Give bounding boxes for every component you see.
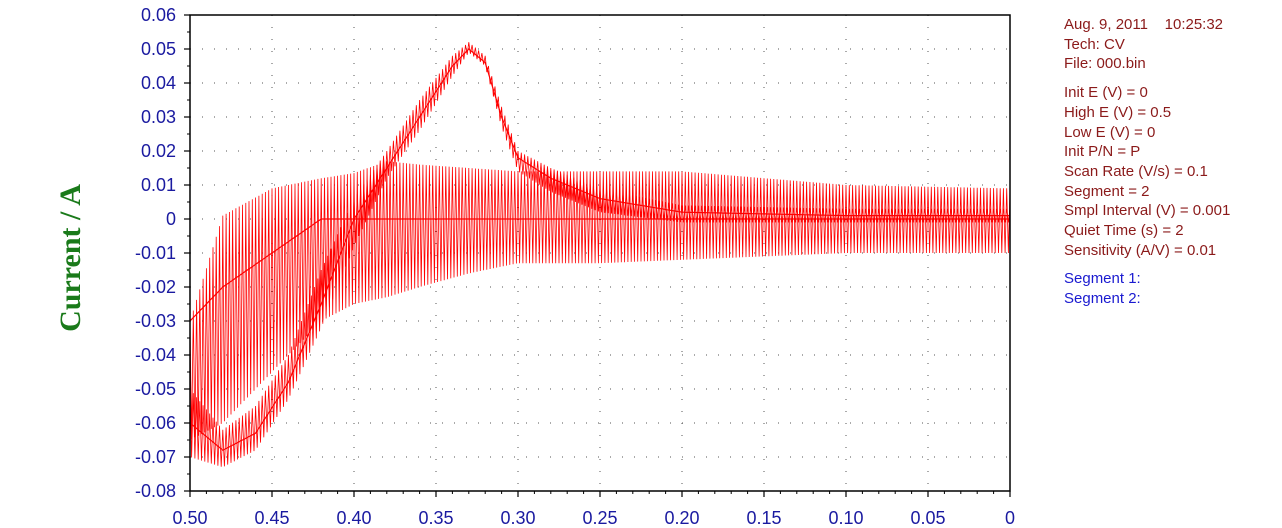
param-init-e: Init E (V) = 0	[1064, 84, 1148, 102]
axes	[184, 14, 1011, 497]
x-tick-label: 0.05	[910, 508, 945, 528]
datetime-row: Aug. 9, 2011 10:25:32	[1064, 15, 1230, 35]
file-text: File: 000.bin	[1064, 55, 1146, 73]
x-tick-labels: 0.50 0.45 0.40 0.35 0.30 0.25 0.20 0.15 0.10 0.05…	[172, 508, 1015, 528]
param-sensitivity: Sensitivity (A/V) = 0.01	[1064, 241, 1217, 259]
y-tick-label: 0.04	[141, 73, 176, 93]
series-1-oscillation	[189, 161, 1011, 440]
y-tick-label: 0.05	[141, 39, 176, 59]
data-traces	[189, 42, 1011, 467]
x-tick-label: 0.50	[172, 508, 207, 528]
x-tick-label: 0.15	[746, 508, 781, 528]
y-tick-label: -0.08	[135, 481, 176, 501]
y-tick-label: -0.07	[135, 447, 176, 467]
param-init-pn: Init P/N = P	[1064, 143, 1141, 161]
y-tick-label: -0.04	[135, 345, 176, 365]
y-tick-label: -0.05	[135, 379, 176, 399]
x-tick-label: 0	[1005, 508, 1015, 528]
y-tick-labels: 0.06 0.05 0.04 0.03 0.02 0.01 0 -0.01 -0.02 -0.03…	[135, 5, 176, 501]
segment-1-label: Segment 1:	[1064, 270, 1141, 288]
experiment-info-panel: Aug. 9, 2011 10:25:32 Tech: CV File: 000…	[1064, 15, 1230, 309]
y-tick-label: 0.06	[141, 5, 176, 25]
param-low-e: Low E (V) = 0	[1064, 123, 1156, 141]
x-tick-label: 0.10	[828, 508, 863, 528]
series-2-oscillation	[189, 42, 1011, 467]
x-tick-label: 0.20	[664, 508, 699, 528]
y-tick-label: -0.03	[135, 311, 176, 331]
y-tick-label: 0.01	[141, 175, 176, 195]
y-tick-label: 0	[166, 209, 176, 229]
y-tick-label: -0.06	[135, 413, 176, 433]
y-tick-label: -0.01	[135, 243, 176, 263]
segment-2-label: Segment 2:	[1064, 290, 1141, 308]
x-tick-label: 0.25	[582, 508, 617, 528]
time-text: 10:25:32	[1164, 16, 1224, 33]
y-axis-label: Current / A	[54, 184, 87, 332]
y-tick-label: 0.02	[141, 141, 176, 161]
x-tick-label: 0.30	[500, 508, 535, 528]
param-segment: Segment = 2	[1064, 182, 1150, 200]
tech-text: Tech: CV	[1064, 35, 1125, 53]
y-tick-label: -0.02	[135, 277, 176, 297]
y-tick-label: 0.03	[141, 107, 176, 127]
param-smpl-interval: Smpl Interval (V) = 0.001	[1064, 202, 1231, 220]
date-text: Aug. 9, 2011	[1064, 16, 1148, 33]
param-quiet-time: Quiet Time (s) = 2	[1064, 222, 1184, 240]
param-high-e: High E (V) = 0.5	[1064, 103, 1172, 121]
param-scan-rate: Scan Rate (V/s) = 0.1	[1064, 162, 1208, 180]
x-tick-label: 0.40	[336, 508, 371, 528]
x-tick-label: 0.35	[418, 508, 453, 528]
series-2-line	[189, 48, 1010, 451]
x-tick-label: 0.45	[254, 508, 289, 528]
